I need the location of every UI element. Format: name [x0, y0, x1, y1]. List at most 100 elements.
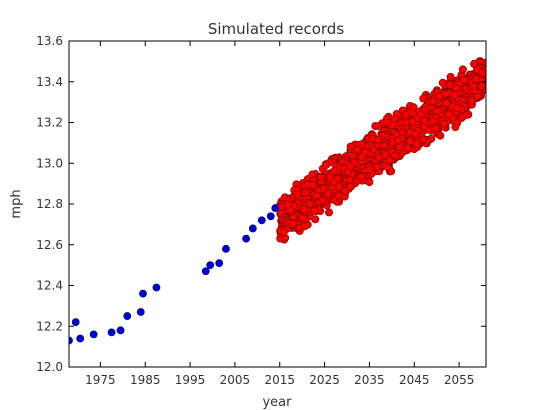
simulated-point — [418, 135, 427, 144]
simulated-point — [451, 91, 460, 100]
record-point — [116, 326, 125, 335]
simulated-point — [460, 76, 469, 85]
chart-title: Simulated records — [208, 20, 344, 38]
simulated-point — [318, 196, 327, 205]
plot-area — [69, 57, 486, 345]
record-point — [215, 259, 224, 267]
simulated-point — [409, 103, 418, 112]
simulated-point — [452, 84, 461, 93]
x-tick-label: 2035 — [354, 373, 385, 387]
x-tick-label: 1975 — [85, 373, 116, 387]
axis-ticks: 1975 1985 1995 2005 2015 2025 2035 2045 2055 12.0… — [36, 34, 486, 387]
simulated-point — [329, 178, 338, 187]
record-point — [76, 334, 85, 343]
x-tick-label: 1985 — [130, 373, 161, 387]
y-tick-label: 13.0 — [36, 156, 63, 170]
simulated-point — [300, 222, 309, 231]
simulated-point — [467, 96, 476, 105]
simulated-point — [353, 145, 362, 154]
simulated-point — [420, 116, 429, 125]
simulated-point — [445, 110, 454, 119]
y-tick-label: 12.0 — [36, 360, 63, 374]
simulated-point — [365, 165, 374, 174]
simulated-point — [403, 144, 412, 153]
record-point — [71, 318, 80, 327]
simulated-point — [477, 82, 486, 91]
x-tick-label: 2015 — [264, 373, 295, 387]
y-tick-label: 12.8 — [36, 197, 63, 211]
simulated-point — [330, 166, 339, 175]
record-point — [222, 244, 230, 253]
x-tick-label: 1995 — [175, 373, 206, 387]
record-point — [123, 312, 132, 320]
simulated-point — [323, 189, 332, 198]
x-tick-label: 2045 — [399, 373, 430, 387]
y-tick-label: 12.4 — [36, 279, 63, 293]
simulated-point — [382, 162, 391, 171]
record-point — [136, 308, 145, 316]
record-point — [242, 234, 251, 243]
simulated-point — [457, 113, 466, 122]
simulated-point — [440, 119, 449, 128]
simulated-point — [324, 208, 333, 217]
simulated-point — [349, 151, 358, 160]
simulated-point — [473, 92, 482, 101]
simulated-point — [301, 188, 310, 197]
simulated-point — [369, 145, 378, 154]
simulated-point — [374, 153, 383, 162]
record-point — [139, 289, 147, 298]
record-point — [107, 328, 116, 337]
simulated-point — [298, 214, 307, 223]
simulated-point — [446, 72, 455, 81]
simulated-point — [412, 139, 421, 148]
x-tick-label: 2025 — [309, 373, 340, 387]
record-point — [152, 283, 161, 292]
y-tick-label: 12.6 — [36, 238, 63, 252]
record-point — [89, 330, 98, 339]
simulated-point — [312, 191, 321, 200]
y-tick-label: 13.6 — [36, 34, 63, 48]
simulated-point — [478, 68, 486, 77]
x-tick-label: 2005 — [220, 373, 251, 387]
simulated-point — [279, 228, 288, 237]
simulated-point — [283, 200, 292, 209]
simulated-point — [451, 123, 460, 132]
record-point — [266, 212, 275, 221]
simulated-point — [395, 143, 404, 152]
simulated-point — [401, 110, 410, 119]
record-point — [206, 261, 215, 270]
simulated-point — [431, 124, 440, 133]
simulated-point — [401, 118, 410, 127]
simulated-point — [374, 135, 383, 144]
simulated-point — [288, 219, 297, 228]
simulated-point — [438, 78, 447, 87]
simulated-point — [300, 205, 309, 214]
simulated-point — [452, 104, 461, 113]
simulated-point — [394, 136, 403, 145]
record-point — [257, 216, 266, 225]
record-point — [271, 204, 280, 212]
simulated-point — [346, 162, 355, 171]
simulated-point — [357, 140, 366, 149]
simulated-point — [416, 110, 425, 119]
simulated-point — [458, 65, 467, 74]
simulated-point — [317, 173, 326, 182]
record-point — [201, 267, 210, 276]
x-tick-label: 2055 — [444, 373, 475, 387]
simulated-point — [346, 182, 355, 191]
record-point — [248, 224, 257, 233]
simulated-point — [382, 118, 391, 127]
data-points — [69, 57, 486, 345]
simulated-point — [310, 206, 319, 215]
x-axis-title: year — [262, 395, 292, 410]
simulated-point — [321, 160, 330, 169]
simulated-point — [411, 129, 420, 138]
simulated-point — [357, 172, 366, 181]
y-tick-label: 13.4 — [36, 75, 63, 89]
simulated-point — [433, 107, 442, 116]
simulated-point — [305, 200, 314, 209]
simulated-point — [391, 151, 400, 160]
simulated-point — [434, 92, 443, 101]
simulated-point — [442, 99, 451, 108]
